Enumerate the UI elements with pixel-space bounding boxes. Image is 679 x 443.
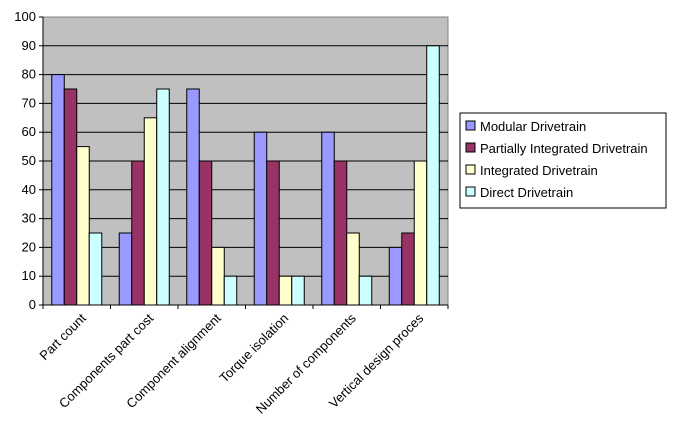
bar-modular-drivetrain-5 [388,246,403,306]
y-tick-label: 80 [22,67,36,82]
bar-direct-drivetrain-5 [426,45,440,306]
bar-partially-integrated-drivetrain-2 [198,160,213,306]
y-tick-label: 10 [22,268,36,283]
legend-label: Modular Drivetrain [480,119,586,134]
legend-swatch [465,120,476,131]
bar-modular-drivetrain-0 [51,74,65,306]
y-tick-label: 100 [14,9,36,24]
bar-direct-drivetrain-2 [223,275,238,306]
bar-modular-drivetrain-2 [186,88,200,306]
y-tick-label: 50 [22,153,36,168]
y-tick-label: 90 [22,38,36,53]
bar-direct-drivetrain-4 [358,275,373,306]
x-category-label: Torque isolation [216,311,291,386]
y-tick-label: 30 [22,211,36,226]
y-axis-ticks: 0 10 20 30 40 50 60 70 80 90 100 [14,9,43,312]
y-tick-label: 60 [22,124,36,139]
bar-modular-drivetrain-3 [253,131,268,306]
bar-integrated-drivetrain-4 [346,232,360,306]
bar-modular-drivetrain-1 [118,232,133,306]
bar-direct-drivetrain-3 [291,275,305,306]
bar-partially-integrated-drivetrain-0 [63,88,78,306]
x-category-label: Part count [36,310,89,363]
bar-integrated-drivetrain-0 [76,146,90,306]
bar-integrated-drivetrain-1 [143,117,158,306]
y-tick-label: 40 [22,182,36,197]
bar-partially-integrated-drivetrain-3 [266,160,280,306]
bar-partially-integrated-drivetrain-4 [333,160,348,306]
bar-partially-integrated-drivetrain-5 [401,232,415,306]
legend: Modular Drivetrain Partially Integrated D… [459,112,667,209]
bar-integrated-drivetrain-2 [211,246,225,306]
legend-box [459,112,667,209]
bar-modular-drivetrain-4 [321,131,335,306]
bar-direct-drivetrain-1 [156,88,170,306]
bar-partially-integrated-drivetrain-1 [131,160,145,306]
bar-direct-drivetrain-0 [88,232,103,306]
bar-integrated-drivetrain-5 [413,160,428,306]
bars [51,45,440,306]
bar-integrated-drivetrain-3 [278,275,293,306]
legend-swatch [465,186,476,197]
legend-label: Direct Drivetrain [480,185,573,200]
grid-lines [43,45,448,277]
legend-swatch [465,164,476,175]
legend-swatch [465,142,476,153]
legend-label: Integrated Drivetrain [480,163,598,178]
y-tick-label: 20 [22,239,36,254]
y-tick-label: 70 [22,95,36,110]
legend-label: Partially Integrated Drivetrain [480,141,648,156]
y-tick-label: 0 [29,297,36,312]
